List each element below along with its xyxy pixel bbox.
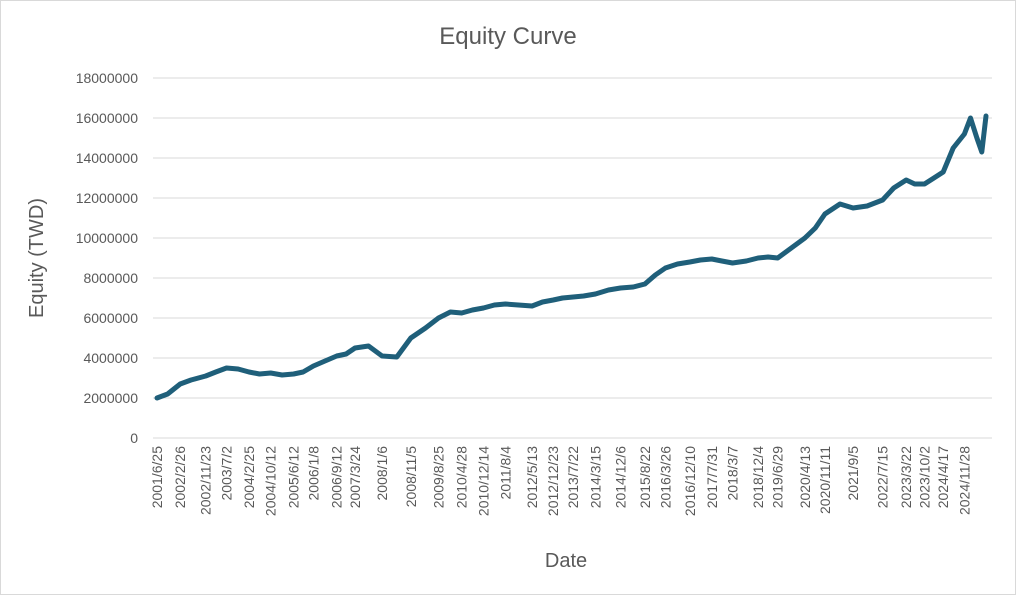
series-lines xyxy=(154,113,989,401)
y-tick-label: 4000000 xyxy=(83,350,138,366)
x-tick-label: 2021/9/5 xyxy=(845,446,861,501)
x-tick-label: 2002/11/23 xyxy=(198,446,214,515)
x-tick-label: 2007/3/24 xyxy=(347,446,363,508)
x-tick-label: 2004/2/25 xyxy=(241,446,257,508)
x-tick-label: 2014/3/15 xyxy=(587,446,603,508)
x-tick-label: 2023/10/2 xyxy=(916,446,932,508)
x-tick-label: 2012/12/23 xyxy=(545,446,561,516)
x-tick-label: 2013/7/22 xyxy=(565,446,581,508)
x-tick-label: 2005/6/12 xyxy=(286,446,302,508)
x-tick-label: 2020/11/11 xyxy=(817,446,833,514)
x-tick-label: 2018/12/4 xyxy=(750,446,766,508)
y-tick-label: 2000000 xyxy=(83,390,138,406)
x-tick-label: 2016/3/26 xyxy=(657,446,673,508)
chart-title: Equity Curve xyxy=(439,23,576,50)
x-tick-label: 2020/4/13 xyxy=(797,446,813,508)
x-tick-label: 2010/12/14 xyxy=(475,446,491,516)
y-axis-label: Equity (TWD) xyxy=(26,198,48,318)
x-tick-label: 2008/11/5 xyxy=(403,446,419,507)
x-tick-label: 2011/8/4 xyxy=(497,446,513,500)
x-tick-label: 2010/4/28 xyxy=(454,446,470,508)
y-tick-label: 18000000 xyxy=(76,70,139,86)
x-tick-label: 2012/5/13 xyxy=(524,446,540,508)
x-axis-label: Date xyxy=(545,550,587,572)
y-tick-label: 12000000 xyxy=(76,190,139,206)
gridlines xyxy=(153,77,992,399)
y-tick-label: 8000000 xyxy=(83,270,138,286)
x-tick-label: 2024/11/28 xyxy=(956,446,972,515)
x-tick-label: 2008/1/6 xyxy=(374,446,390,501)
equity-series-line xyxy=(154,113,989,401)
x-tick-label: 2006/9/12 xyxy=(329,446,345,508)
x-tick-label: 2002/2/26 xyxy=(172,446,188,508)
x-tick-label: 2018/3/7 xyxy=(724,446,740,501)
x-axis-ticks: 2001/6/25 2002/2/26 2002/11/23 2003/7/2 2004… xyxy=(149,446,972,516)
x-tick-label: 2016/12/10 xyxy=(682,446,698,516)
y-axis-ticks: 0 2000000 4000000 6000000 8000000 10000000 120… xyxy=(76,70,139,446)
y-tick-label: 14000000 xyxy=(76,150,139,166)
y-tick-label: 10000000 xyxy=(76,230,139,246)
x-tick-label: 2015/8/22 xyxy=(637,446,653,508)
x-tick-label: 2004/10/12 xyxy=(263,446,279,516)
x-tick-label: 2014/12/6 xyxy=(612,446,628,508)
y-tick-label: 16000000 xyxy=(76,110,139,126)
x-tick-label: 2022/7/15 xyxy=(875,446,891,508)
y-tick-label: 0 xyxy=(130,430,138,446)
x-tick-label: 2024/4/17 xyxy=(935,446,951,508)
y-tick-label: 6000000 xyxy=(83,310,138,326)
x-tick-label: 2019/6/29 xyxy=(770,446,786,508)
x-tick-label: 2001/6/25 xyxy=(149,446,165,508)
x-tick-label: 2009/8/25 xyxy=(430,446,446,508)
x-tick-label: 2017/7/31 xyxy=(704,446,720,508)
x-tick-label: 2006/1/8 xyxy=(305,446,321,501)
x-tick-label: 2003/7/2 xyxy=(219,446,235,501)
x-tick-label: 2023/3/22 xyxy=(898,446,914,508)
